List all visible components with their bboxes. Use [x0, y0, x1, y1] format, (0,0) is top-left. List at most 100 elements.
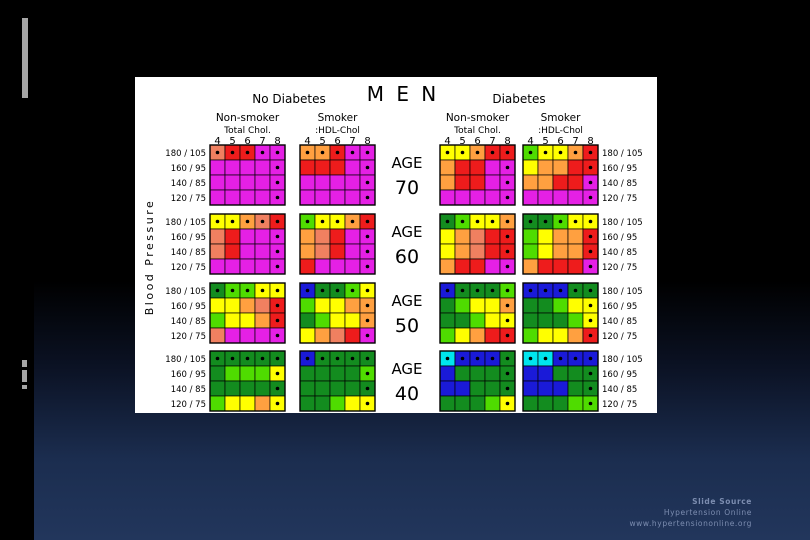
risk-grid-frame	[439, 282, 516, 344]
risk-cell	[254, 297, 271, 314]
risk-cell	[522, 243, 539, 260]
risk-dot	[588, 401, 593, 406]
decor-bar	[22, 18, 28, 98]
bp-row-label-right: 180 / 105	[602, 149, 643, 159]
risk-dot	[335, 219, 340, 224]
risk-dot	[490, 356, 495, 361]
risk-cell	[469, 243, 486, 260]
risk-cell	[484, 312, 501, 329]
risk-cell	[239, 327, 256, 344]
risk-dot	[505, 333, 510, 338]
group-label-no-diabetes: No Diabetes	[252, 92, 325, 106]
age-label: AGE	[391, 154, 422, 172]
risk-cell	[552, 395, 569, 412]
bp-row-label-left: 160 / 95	[171, 302, 206, 312]
risk-cell	[552, 365, 569, 382]
risk-dot	[275, 234, 280, 239]
age-value: 70	[395, 177, 419, 199]
risk-dot	[528, 150, 533, 155]
hdl-chol-label: :HDL-Chol	[315, 126, 360, 136]
risk-cell	[254, 189, 271, 206]
risk-cell	[454, 297, 471, 314]
risk-dot	[335, 356, 340, 361]
risk-cell	[454, 243, 471, 260]
bp-row-label-right: 140 / 85	[602, 179, 637, 189]
risk-cell	[439, 380, 456, 397]
risk-dot	[528, 219, 533, 224]
risk-grid-frame	[299, 144, 376, 206]
risk-cell	[254, 258, 271, 275]
risk-dot	[365, 195, 370, 200]
risk-dot	[490, 288, 495, 293]
risk-cell	[552, 327, 569, 344]
risk-cell	[522, 189, 539, 206]
risk-dot	[475, 356, 480, 361]
risk-dot	[588, 333, 593, 338]
bp-row-label-left: 180 / 105	[165, 218, 206, 228]
age-value: 60	[395, 246, 419, 268]
risk-dot	[365, 303, 370, 308]
risk-dot	[320, 150, 325, 155]
risk-cell	[344, 258, 361, 275]
risk-dot	[260, 288, 265, 293]
bp-row-label-left: 160 / 95	[171, 164, 206, 174]
risk-dot	[350, 356, 355, 361]
ratio-tick-label: 6	[244, 136, 250, 147]
risk-dot	[335, 150, 340, 155]
risk-dot	[505, 386, 510, 391]
risk-cell	[299, 258, 316, 275]
chart-title: M E N	[367, 82, 440, 106]
bp-row-label-right: 140 / 85	[602, 385, 637, 395]
bp-row-label-right: 140 / 85	[602, 248, 637, 258]
risk-cell	[224, 189, 241, 206]
ratio-tick-label: 7	[489, 136, 495, 147]
risk-cell	[567, 380, 584, 397]
risk-cell	[239, 312, 256, 329]
risk-cell	[567, 365, 584, 382]
risk-grid-frame	[522, 350, 599, 412]
risk-cell	[329, 189, 346, 206]
risk-dot	[275, 249, 280, 254]
risk-cell	[299, 243, 316, 260]
risk-cell	[552, 174, 569, 191]
risk-dot	[305, 150, 310, 155]
risk-cell	[209, 380, 226, 397]
risk-cell	[209, 174, 226, 191]
ratio-tick-label: 5	[229, 136, 235, 147]
risk-cell	[454, 327, 471, 344]
risk-dot	[505, 249, 510, 254]
risk-grid-frame	[439, 144, 516, 206]
risk-cell	[209, 243, 226, 260]
risk-dot	[505, 401, 510, 406]
risk-cell	[254, 395, 271, 412]
risk-cell	[314, 228, 331, 245]
risk-cell	[522, 312, 539, 329]
risk-dot	[215, 219, 220, 224]
risk-dot	[573, 219, 578, 224]
risk-cell	[522, 297, 539, 314]
risk-dot	[460, 356, 465, 361]
risk-dot	[230, 219, 235, 224]
bp-row-label-right: 160 / 95	[602, 370, 637, 380]
risk-grid-frame	[522, 213, 599, 275]
risk-dot	[365, 234, 370, 239]
risk-cell	[299, 189, 316, 206]
risk-dot	[365, 356, 370, 361]
risk-cell	[209, 297, 226, 314]
risk-cell	[552, 297, 569, 314]
risk-cell	[314, 243, 331, 260]
risk-cell	[344, 365, 361, 382]
risk-cell	[299, 174, 316, 191]
risk-dot	[365, 180, 370, 185]
risk-cell	[537, 365, 554, 382]
risk-cell	[224, 228, 241, 245]
ratio-tick-label: 6	[474, 136, 480, 147]
risk-dot	[588, 264, 593, 269]
risk-cell	[484, 327, 501, 344]
risk-cell	[344, 243, 361, 260]
risk-cell	[329, 327, 346, 344]
slide-left-bar	[0, 0, 34, 540]
risk-cell	[567, 243, 584, 260]
risk-dot	[215, 356, 220, 361]
risk-cell	[484, 365, 501, 382]
